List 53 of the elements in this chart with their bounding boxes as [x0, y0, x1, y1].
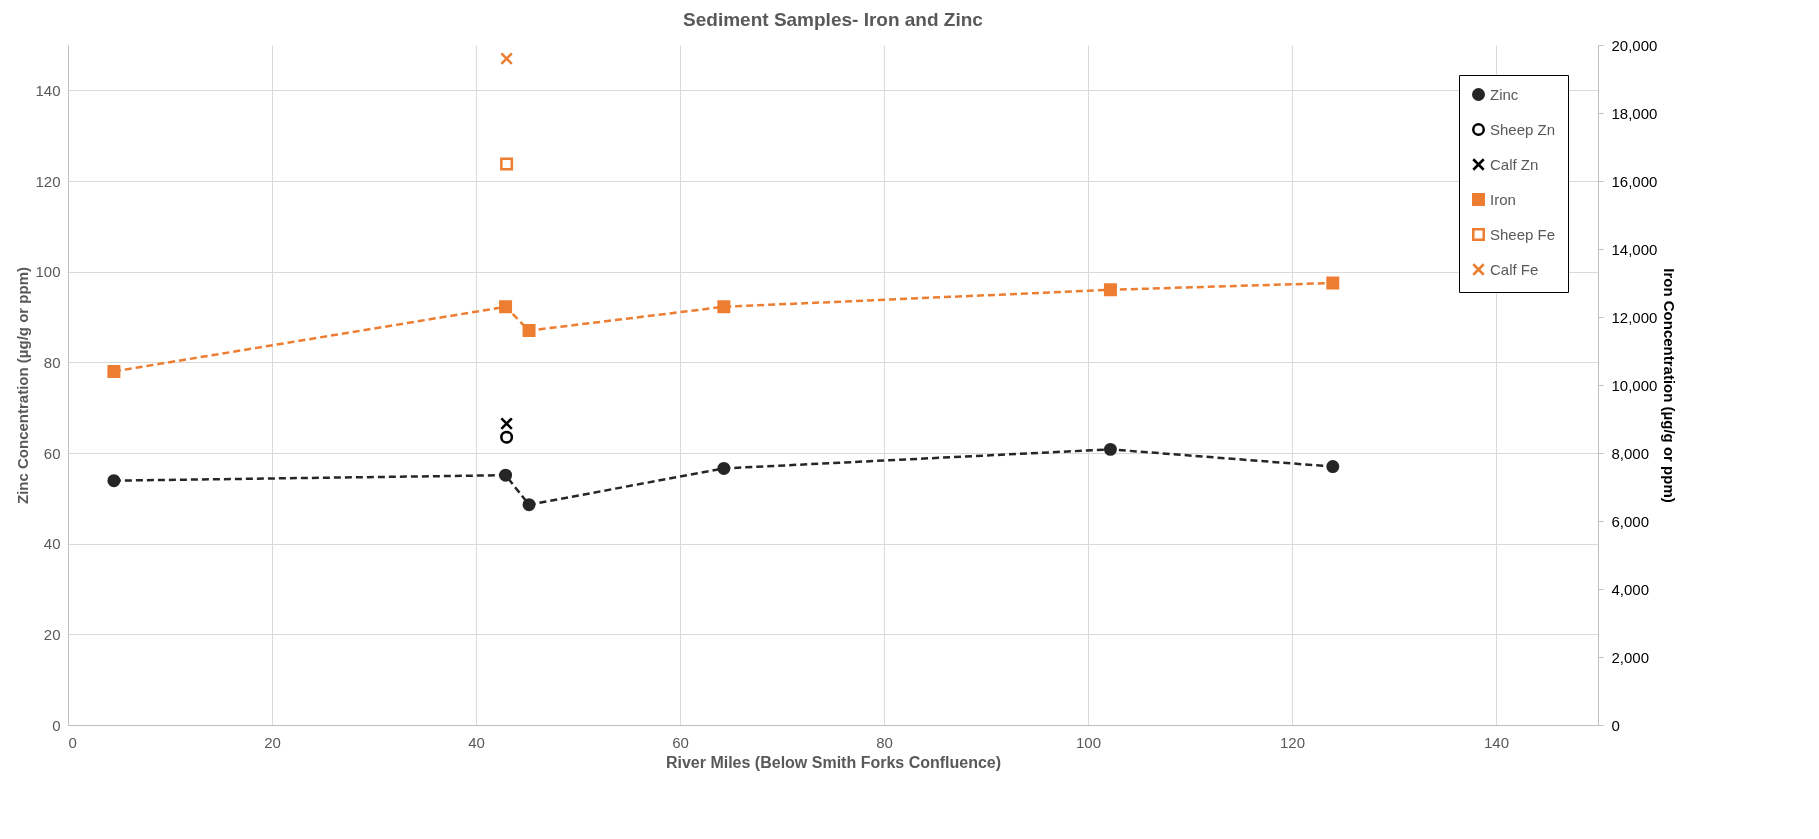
y2-axis-title: Iron Concentration (µg/g or ppm)	[1661, 268, 1679, 503]
point	[1103, 283, 1117, 297]
y2-tick-label: 10,000	[1611, 376, 1658, 394]
y2-tick-label: 2,000	[1611, 648, 1650, 666]
y2-tick-label: 6,000	[1611, 512, 1650, 530]
y-tick-label: 20	[43, 625, 61, 643]
point	[1326, 276, 1340, 290]
point	[499, 468, 513, 482]
y2-tick-label: 0	[1611, 716, 1620, 734]
legend-label: Calf Zn	[1490, 155, 1539, 173]
y-tick-label: 140	[35, 81, 61, 99]
y2-tick-label: 4,000	[1611, 580, 1650, 598]
x-tick-label: 100	[1075, 733, 1102, 751]
x-tick-label: 140	[1483, 733, 1510, 751]
y-axis-title: Zinc Concentration (µg/g or ppm)	[14, 267, 32, 504]
y2-tick-label: 20,000	[1611, 36, 1658, 54]
y2-tick-label: 14,000	[1611, 240, 1658, 258]
y2-tick-label: 18,000	[1611, 104, 1658, 122]
y-tick-label: 60	[43, 444, 61, 462]
x-tick-label: 40	[468, 733, 485, 751]
x-tick-label: 120	[1279, 733, 1306, 751]
point	[717, 300, 731, 314]
y2-tick-label: 16,000	[1611, 172, 1658, 190]
point	[107, 364, 121, 378]
x-tick-label: 0	[68, 733, 77, 751]
legend-label: Iron	[1490, 190, 1516, 208]
point	[500, 157, 514, 171]
point	[522, 324, 536, 338]
x-tick-label: 80	[876, 733, 893, 751]
point	[500, 52, 514, 66]
point	[500, 417, 514, 431]
x-tick-label: 60	[672, 733, 689, 751]
legend-label: Calf Fe	[1490, 260, 1539, 278]
y-tick-label: 80	[43, 353, 61, 371]
y-tick-label: 100	[35, 263, 61, 281]
x-tick-label: 20	[264, 733, 281, 751]
y-tick-label: 40	[43, 535, 61, 553]
y-tick-label: 0	[52, 716, 61, 734]
legend-label: Sheep Zn	[1490, 120, 1556, 138]
y2-tick-label: 12,000	[1611, 308, 1658, 326]
legend-label: Sheep Fe	[1490, 225, 1556, 243]
x-axis-title: River Miles (Below Smith Forks Confluence)	[665, 753, 1002, 771]
point	[522, 498, 536, 512]
legend-label: Zinc	[1490, 85, 1519, 103]
y2-tick-label: 8,000	[1611, 444, 1650, 462]
point	[1326, 460, 1340, 474]
chart-title: Sediment Samples- Iron and Zinc	[683, 9, 984, 30]
point	[107, 474, 121, 488]
point	[500, 430, 514, 444]
point	[499, 300, 513, 314]
point	[1103, 442, 1117, 456]
y-tick-label: 120	[35, 172, 61, 190]
point	[717, 461, 731, 475]
